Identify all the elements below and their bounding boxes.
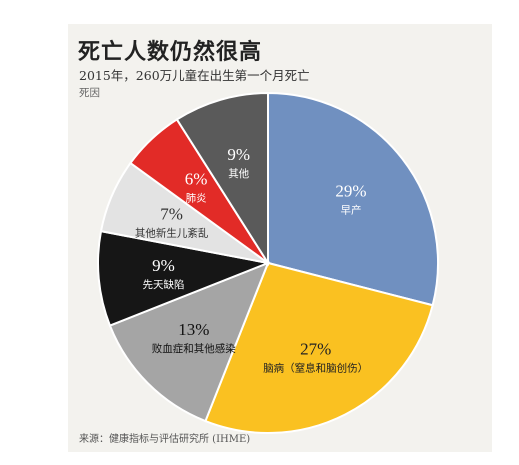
slice-category-label: 早产: [341, 204, 362, 217]
chart-title: 死亡人数仍然很高: [78, 39, 263, 65]
slice-percent-label: 13%: [178, 320, 209, 339]
slice-category-label: 败血症和其他感染: [152, 342, 236, 355]
slice-percent-label: 9%: [227, 145, 250, 164]
slice-category-label: 先天缺陷: [143, 278, 185, 291]
chart-unit-label: 死因: [79, 87, 100, 99]
pie-slice: [204, 261, 434, 434]
pie-slice: [97, 229, 272, 327]
slice-percent-label: 29%: [335, 182, 366, 201]
slice-category-label: 脑病（窒息和脑创伤）: [263, 362, 368, 375]
slice-category-label: 肺炎: [186, 193, 207, 205]
slice-category-label: 其他新生儿紊乱: [135, 226, 209, 239]
chart-subtitle: 2015年，260万儿童在出生第一个月死亡: [79, 68, 310, 83]
slice-percent-label: 6%: [185, 170, 208, 189]
pie-slice: [108, 261, 270, 423]
slice-percent-label: 27%: [300, 340, 331, 359]
pie-slice: [175, 91, 269, 267]
pie-slice: [267, 91, 440, 307]
slice-category-label: 其他: [228, 167, 249, 180]
slice-percent-label: 9%: [152, 256, 175, 275]
chart-source: 来源：健康指标与评估研究所 (IHME): [79, 434, 251, 445]
slice-percent-label: 7%: [160, 204, 183, 223]
